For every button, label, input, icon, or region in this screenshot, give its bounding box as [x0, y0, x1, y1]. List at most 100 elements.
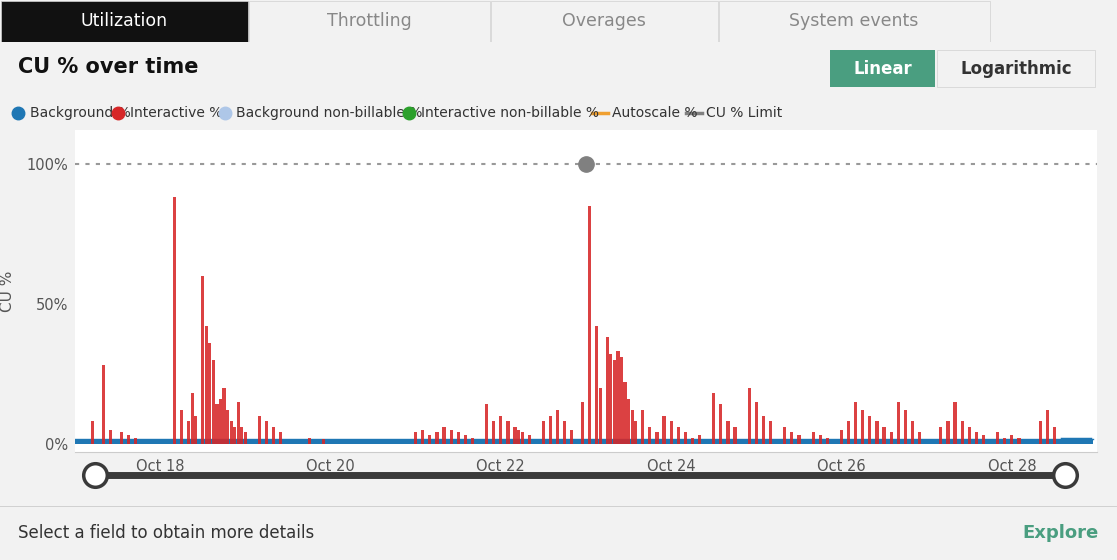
Bar — [499, 416, 503, 444]
Bar — [421, 430, 424, 444]
Bar — [517, 430, 521, 444]
Bar — [542, 421, 545, 444]
Bar — [208, 343, 211, 444]
Bar — [954, 402, 956, 444]
Bar — [244, 432, 247, 444]
Bar — [620, 357, 623, 444]
Text: Overages: Overages — [562, 12, 646, 30]
Bar — [1010, 435, 1013, 444]
Bar — [946, 421, 949, 444]
Bar — [996, 432, 1000, 444]
Bar — [937, 50, 1095, 87]
Bar — [514, 427, 517, 444]
Bar — [669, 421, 672, 444]
Bar — [191, 393, 193, 444]
Text: CU % Limit: CU % Limit — [706, 106, 782, 120]
Bar — [918, 432, 922, 444]
Bar — [684, 432, 687, 444]
Bar — [713, 393, 715, 444]
Text: Linear: Linear — [853, 59, 911, 77]
Bar — [939, 427, 943, 444]
Bar — [768, 421, 772, 444]
Bar — [548, 416, 552, 444]
Bar — [219, 399, 222, 444]
Bar — [471, 438, 474, 444]
Bar — [201, 276, 204, 444]
Bar — [563, 421, 566, 444]
Text: Explore: Explore — [1023, 524, 1099, 542]
Bar — [634, 421, 638, 444]
Bar — [967, 427, 971, 444]
Bar — [322, 440, 325, 444]
Bar — [0, 1, 248, 41]
Bar — [506, 421, 509, 444]
Bar — [1039, 421, 1042, 444]
Bar — [718, 1, 990, 41]
Text: Interactive %: Interactive % — [130, 106, 222, 120]
Bar — [464, 435, 467, 444]
Bar — [307, 438, 311, 444]
Bar — [656, 432, 659, 444]
Bar — [493, 421, 495, 444]
Bar — [237, 402, 240, 444]
Bar — [490, 1, 717, 41]
Text: Background non-billable %: Background non-billable % — [237, 106, 423, 120]
Bar — [698, 435, 701, 444]
Bar — [457, 432, 460, 444]
Bar — [229, 421, 232, 444]
Bar — [527, 435, 531, 444]
Bar — [108, 430, 112, 444]
Bar — [240, 427, 244, 444]
Bar — [747, 388, 751, 444]
Bar — [726, 421, 729, 444]
Bar — [982, 435, 985, 444]
Bar — [233, 427, 237, 444]
Bar — [126, 435, 130, 444]
Bar — [222, 388, 226, 444]
Bar — [798, 435, 801, 444]
Bar — [173, 197, 176, 444]
Bar — [442, 427, 446, 444]
Bar — [825, 438, 829, 444]
Bar — [897, 402, 900, 444]
Text: Interactive non-billable %: Interactive non-billable % — [421, 106, 599, 120]
Bar — [1053, 427, 1056, 444]
Bar — [521, 432, 524, 444]
Bar — [581, 402, 584, 444]
Bar — [1003, 438, 1006, 444]
Bar — [194, 416, 198, 444]
Bar — [812, 432, 814, 444]
Bar — [273, 427, 275, 444]
Bar — [226, 410, 229, 444]
Bar — [134, 438, 137, 444]
Bar — [605, 337, 609, 444]
Bar — [819, 435, 822, 444]
Bar — [910, 421, 914, 444]
Bar — [975, 432, 978, 444]
Bar — [436, 432, 439, 444]
Bar — [595, 326, 599, 444]
Bar — [1018, 438, 1021, 444]
Bar — [755, 402, 758, 444]
Text: Select a field to obtain more details: Select a field to obtain more details — [18, 524, 314, 542]
Bar — [830, 50, 935, 87]
Bar — [265, 421, 268, 444]
Bar — [414, 432, 418, 444]
Bar — [904, 410, 907, 444]
Bar — [648, 427, 651, 444]
Bar — [102, 365, 105, 444]
Bar — [734, 427, 736, 444]
Bar — [428, 435, 431, 444]
Bar — [889, 432, 892, 444]
Bar — [258, 416, 261, 444]
Bar — [623, 382, 627, 444]
Bar — [599, 388, 602, 444]
Bar — [662, 416, 666, 444]
Bar — [641, 410, 645, 444]
Text: Throttling: Throttling — [326, 12, 411, 30]
Text: CU % over time: CU % over time — [18, 57, 199, 77]
Bar — [630, 410, 633, 444]
Bar — [617, 351, 620, 444]
Bar — [762, 416, 765, 444]
Bar — [180, 410, 183, 444]
